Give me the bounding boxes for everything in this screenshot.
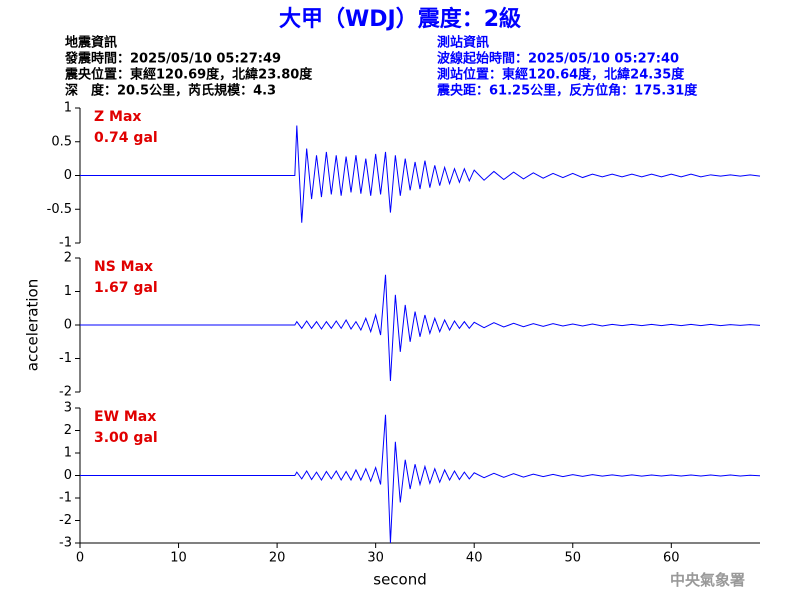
y-tick-label: 0 — [64, 468, 72, 483]
max-label: 1.67 gal — [94, 280, 158, 296]
waveform — [80, 414, 761, 544]
y-tick-label: 0.5 — [51, 134, 72, 149]
x-tick-label: 40 — [466, 551, 483, 566]
title: 大甲（WDJ）震度：2級 — [279, 6, 521, 32]
max-label: Z Max — [94, 109, 141, 125]
y-tick-label: 2 — [64, 423, 72, 438]
info-left: 地震資訊 — [65, 35, 117, 51]
y-tick-label: 0 — [64, 318, 72, 333]
info-left: 深 度：20.5公里，芮氏規模：4.3 — [65, 83, 276, 99]
info-right: 測站位置：東經120.64度，北緯24.35度 — [437, 67, 685, 83]
y-tick-label: -2 — [59, 513, 72, 528]
max-label: 3.00 gal — [94, 430, 158, 446]
max-label: NS Max — [94, 259, 153, 275]
max-label: 0.74 gal — [94, 130, 158, 146]
y-tick-label: -0.5 — [47, 202, 72, 217]
y-tick-label: -1 — [59, 491, 72, 506]
y-tick-label: -3 — [59, 536, 72, 551]
x-tick-label: 50 — [564, 551, 581, 566]
x-tick-label: 10 — [170, 551, 187, 566]
y-tick-label: 2 — [64, 251, 72, 266]
y-tick-label: 1 — [64, 284, 72, 299]
x-tick-label: 0 — [76, 551, 84, 566]
waveform — [80, 274, 761, 381]
y-axis-label: acceleration — [24, 279, 42, 371]
y-tick-label: 3 — [64, 401, 72, 416]
y-tick-label: 1 — [64, 446, 72, 461]
waveform — [80, 125, 761, 223]
y-tick-label: -1 — [59, 351, 72, 366]
info-right: 測站資訊 — [437, 35, 489, 51]
info-left: 發震時間：2025/05/10 05:27:49 — [64, 51, 281, 67]
info-right: 波線起始時間：2025/05/10 05:27:40 — [437, 51, 679, 67]
x-tick-label: 30 — [367, 551, 384, 566]
y-tick-label: 0 — [64, 168, 72, 183]
x-tick-label: 20 — [269, 551, 286, 566]
y-tick-label: 1 — [64, 101, 72, 116]
x-axis-label: second — [373, 571, 427, 589]
x-tick-label: 60 — [663, 551, 680, 566]
max-label: EW Max — [94, 409, 156, 425]
info-left: 震央位置：東經120.69度，北緯23.80度 — [64, 67, 313, 83]
info-right: 震央距：61.25公里，反方位角：175.31度 — [436, 83, 698, 99]
agency: 中央氣象署 — [670, 571, 745, 589]
y-tick-label: -1 — [59, 236, 72, 251]
y-tick-label: -2 — [59, 385, 72, 400]
